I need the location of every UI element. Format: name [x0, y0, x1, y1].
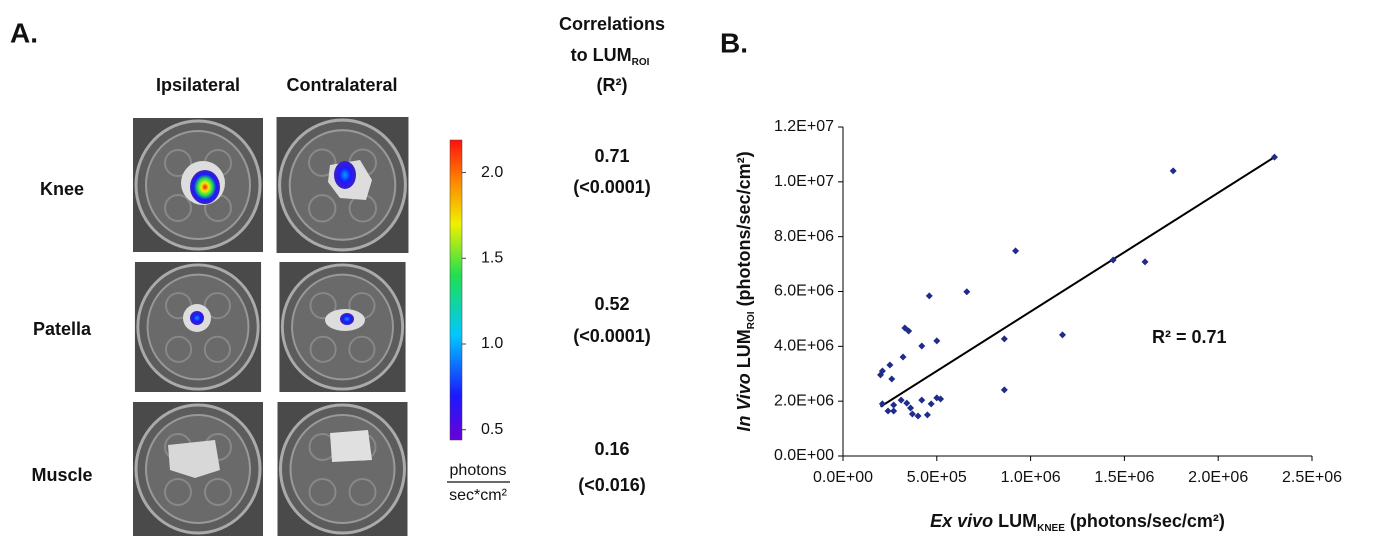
- point: [905, 327, 913, 335]
- point: [1058, 331, 1066, 339]
- y-axis-title: In Vivo LUMROI (photons/sec/cm²): [734, 151, 757, 431]
- x-axis-title: Ex vivo LUMKNEE (photons/sec/cm²): [930, 511, 1225, 534]
- x-tick-label: 0.0E+00: [813, 469, 873, 486]
- point: [908, 410, 916, 418]
- x-tick-label: 5.0E+05: [907, 469, 967, 486]
- r-squared: 0.16: [594, 439, 629, 459]
- axis-title-part: ROI: [746, 311, 757, 329]
- scatter-plot: B. 0.0E+00 2.0E+06 4.0E+06 6.0E+06 8.0E+06 1.0…: [720, 27, 1342, 533]
- axis-title-part: Ex vivo: [930, 511, 993, 531]
- point: [897, 396, 905, 404]
- point: [937, 395, 945, 403]
- correlations-header: to LUMROI: [571, 45, 650, 68]
- row-label: Patella: [33, 319, 92, 339]
- point: [1169, 167, 1177, 175]
- point: [1270, 153, 1278, 161]
- point: [884, 407, 892, 415]
- point: [933, 337, 941, 345]
- x-tick-label: 2.5E+06: [1282, 469, 1342, 486]
- panel-label: A.: [10, 17, 38, 48]
- correlations-header: Correlations: [559, 14, 665, 34]
- axis-title-part: In Vivo: [734, 373, 754, 431]
- colorbar-unit: photons: [450, 462, 507, 479]
- y-tick-label: 4.0E+06: [774, 338, 834, 355]
- trendline: [879, 156, 1276, 408]
- point: [963, 288, 971, 296]
- colorbar-unit: sec*cm²: [449, 487, 507, 504]
- colorbar-tick-label: 1.5: [481, 250, 503, 267]
- r-squared: 0.52: [594, 294, 629, 314]
- axis-title-part: LUM: [993, 511, 1037, 531]
- point: [878, 400, 886, 408]
- p-value: (<0.016): [578, 475, 646, 495]
- point: [890, 407, 898, 415]
- y-tick-label: 2.0E+06: [774, 392, 834, 409]
- point: [918, 342, 926, 350]
- correlations-header: (R²): [597, 75, 628, 95]
- annotation: R² = 0.71: [1152, 327, 1227, 347]
- point: [888, 375, 896, 383]
- point: [907, 404, 915, 412]
- axis-title-part: (photons/sec/cm²): [1065, 511, 1225, 531]
- point: [890, 401, 898, 409]
- header-subscript: ROI: [632, 57, 650, 68]
- y-tick-label: 8.0E+06: [774, 228, 834, 245]
- point: [918, 396, 926, 404]
- axis-title-part: LUM: [734, 329, 754, 373]
- point: [1109, 256, 1117, 264]
- point: [927, 400, 935, 408]
- r-squared: 0.71: [594, 146, 629, 166]
- y-tick-label: 1.0E+07: [774, 173, 834, 190]
- point: [877, 371, 885, 379]
- axis-title-part: (photons/sec/cm²): [734, 151, 754, 311]
- point: [1000, 386, 1008, 394]
- colorbar-tick-label: 1.0: [481, 335, 503, 352]
- p-value: (<0.0001): [573, 326, 651, 346]
- point: [1141, 258, 1149, 266]
- column-label: Ipsilateral: [156, 75, 240, 95]
- y-tick-label: 1.2E+07: [774, 118, 834, 135]
- header-part: to LUM: [571, 45, 632, 65]
- colorbar-tick-label: 2.0: [481, 164, 503, 181]
- point: [903, 399, 911, 407]
- x-tick-label: 2.0E+06: [1188, 469, 1248, 486]
- row-label: Muscle: [31, 465, 92, 485]
- y-tick-label: 6.0E+06: [774, 283, 834, 300]
- point: [886, 361, 894, 369]
- point: [925, 292, 933, 300]
- point: [914, 412, 922, 420]
- y-tick-label: 0.0E+00: [774, 447, 834, 464]
- colorbar-tick-label: 0.5: [481, 421, 503, 438]
- axis-title-part: KNEE: [1037, 523, 1065, 534]
- x-tick-label: 1.0E+06: [1001, 469, 1061, 486]
- point: [923, 411, 931, 419]
- colorbar: [449, 139, 463, 441]
- row-label: Knee: [40, 179, 84, 199]
- point: [1000, 335, 1008, 343]
- p-value: (<0.0001): [573, 177, 651, 197]
- x-tick-label: 1.5E+06: [1094, 469, 1154, 486]
- panel-label: B.: [720, 27, 748, 58]
- point: [899, 353, 907, 361]
- tissue-images: [133, 117, 409, 536]
- column-label: Contralateral: [286, 75, 397, 95]
- point: [1012, 247, 1020, 255]
